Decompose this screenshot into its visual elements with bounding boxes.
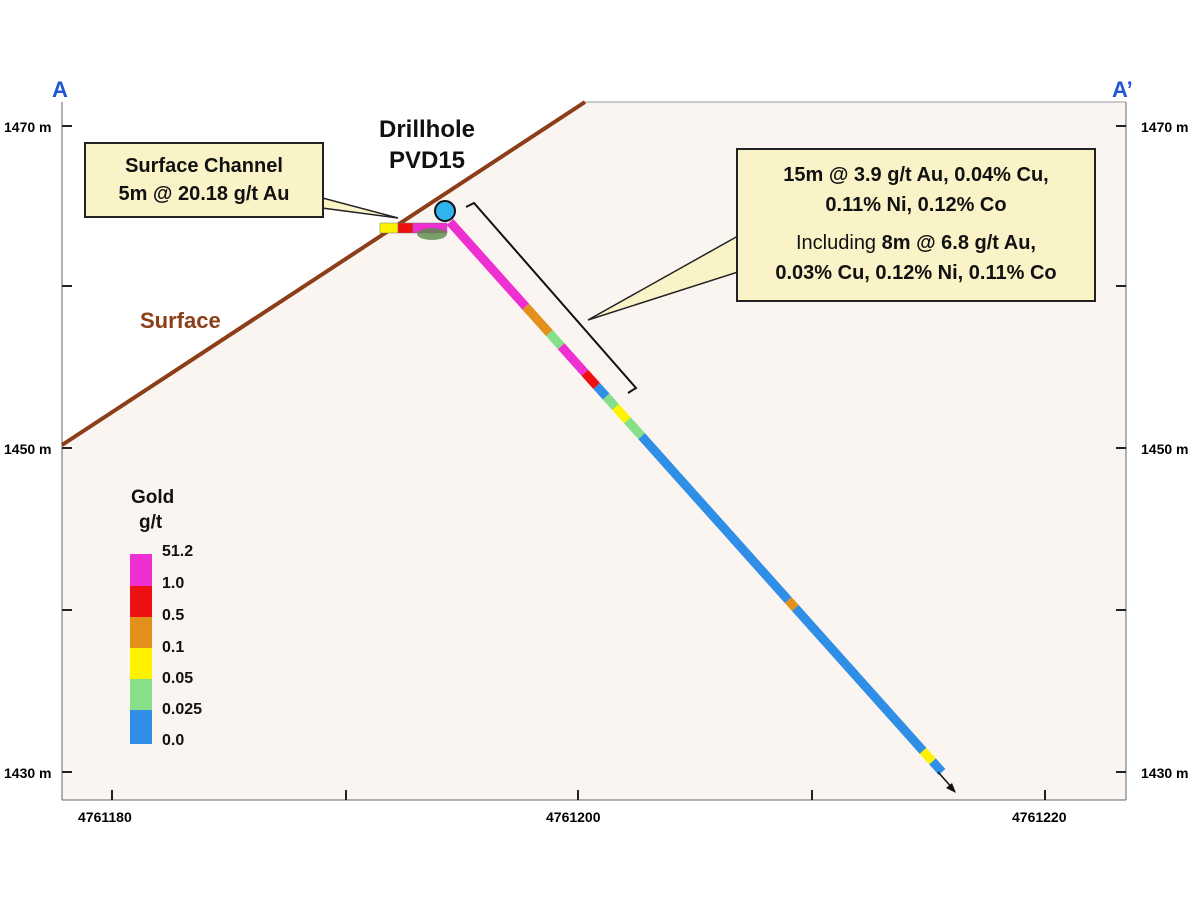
legend-label-1-0: 1.0 bbox=[162, 575, 185, 592]
intercept-bracket bbox=[465, 201, 638, 394]
easting-label-4761220: 4761220 bbox=[1012, 809, 1067, 825]
legend-label-0-025: 0.025 bbox=[162, 701, 203, 718]
legend-unit: g/t bbox=[139, 512, 163, 533]
surface-channel-callout: Surface Channel 5m @ 20.18 g/t Au bbox=[84, 142, 324, 218]
end-of-hole-arrowhead bbox=[946, 783, 956, 793]
drill-segment bbox=[929, 758, 946, 776]
elev-label-right-1450: 1450 m bbox=[1141, 441, 1188, 457]
intercept-including-label: Including bbox=[796, 232, 877, 254]
drillhole-trace bbox=[446, 218, 946, 776]
elev-label-right-1470: 1470 m bbox=[1141, 119, 1188, 135]
drill-segment bbox=[446, 218, 530, 310]
legend-swatch-orange bbox=[130, 617, 152, 648]
drill-segment bbox=[522, 303, 553, 337]
drillhole-id: PVD15 bbox=[389, 147, 465, 174]
drillhole-collar bbox=[434, 200, 456, 222]
intercept-line4: 0.03% Cu, 0.12% Ni, 0.11% Co bbox=[775, 262, 1057, 284]
legend-label-0-05: 0.05 bbox=[162, 670, 194, 687]
ground-surface-line bbox=[60, 100, 587, 447]
surface-channel bbox=[379, 222, 448, 240]
legend-swatch-yellow bbox=[130, 648, 152, 679]
drill-segment bbox=[791, 605, 927, 754]
intercept-callout: 15m @ 3.9 g/t Au, 0.04% Cu, 0.11% Ni, 0.… bbox=[736, 148, 1096, 302]
intercept-including-row: Including 8m @ 6.8 g/t Au, bbox=[738, 228, 1094, 258]
legend-label-51-2: 51.2 bbox=[162, 543, 194, 560]
drill-segment bbox=[557, 343, 589, 376]
legend-swatch-blue bbox=[130, 710, 152, 744]
intercept-line2: 0.11% Ni, 0.12% Co bbox=[825, 194, 1007, 216]
legend-swatch-red bbox=[130, 586, 152, 617]
elev-label-right-1430: 1430 m bbox=[1141, 765, 1188, 781]
left-ticks bbox=[62, 125, 72, 773]
drill-segment bbox=[602, 393, 619, 411]
legend-swatch-magenta bbox=[130, 554, 152, 586]
legend-swatch-green bbox=[130, 679, 152, 710]
easting-label-4761180: 4761180 bbox=[78, 809, 132, 825]
section-label-a-prime: A’ bbox=[1112, 77, 1133, 102]
drill-segment bbox=[919, 747, 936, 765]
drill-segment bbox=[593, 382, 610, 400]
drill-segment bbox=[581, 369, 601, 389]
surface-label: Surface bbox=[140, 308, 221, 333]
drill-segment bbox=[545, 330, 565, 350]
intercept-line1: 15m @ 3.9 g/t Au, 0.04% Cu, bbox=[783, 164, 1049, 186]
drill-segment bbox=[612, 404, 631, 424]
elev-label-left-1470: 1470 m bbox=[4, 119, 51, 135]
legend-title: Gold bbox=[131, 487, 174, 508]
channel-callout-line2: 5m @ 20.18 g/t Au bbox=[118, 183, 290, 205]
elev-label-left-1430: 1430 m bbox=[4, 765, 51, 781]
channel-callout-line1: Surface Channel bbox=[125, 155, 283, 177]
elev-label-left-1450: 1450 m bbox=[4, 441, 51, 457]
intercept-including-value: 8m @ 6.8 g/t Au, bbox=[881, 232, 1036, 254]
right-ticks bbox=[1116, 125, 1126, 773]
legend-label-0-0: 0.0 bbox=[162, 732, 185, 749]
drill-segment bbox=[784, 597, 799, 612]
section-label-a: A bbox=[52, 77, 68, 102]
easting-label-4761200: 4761200 bbox=[546, 809, 601, 825]
bottom-ticks bbox=[111, 790, 1046, 800]
legend-label-0-5: 0.5 bbox=[162, 607, 185, 624]
drill-segment bbox=[624, 417, 645, 440]
legend-label-0-1: 0.1 bbox=[162, 639, 185, 656]
drillhole-label: Drillhole bbox=[379, 116, 475, 143]
drill-segment bbox=[638, 433, 792, 604]
